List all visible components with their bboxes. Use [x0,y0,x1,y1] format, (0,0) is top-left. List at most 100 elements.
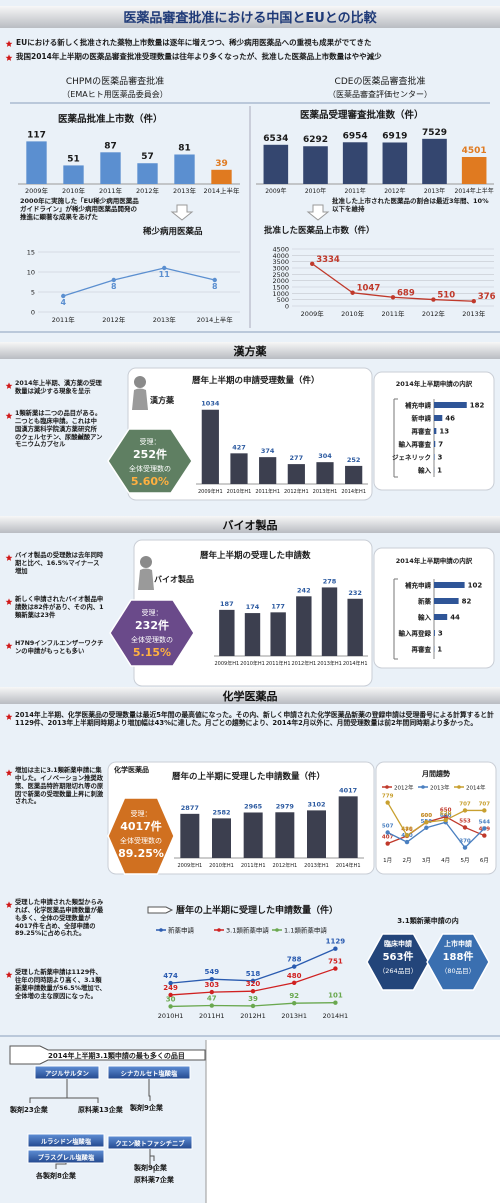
bar [321,587,338,656]
summary: 2014年上半期、化学医薬品の受理数量は最近5年間の最高値になった。その内、新し… [15,711,494,728]
x-tick-label: 2009年H1 [214,660,239,667]
chart-title: 暦年上半期の申請受理数量（件） [192,375,320,386]
x-tick-label: 2009年H1 [198,488,223,495]
product-name: ルラシドン塩酸塩 [41,1137,92,1146]
y-tick-label: 0 [31,309,35,317]
category-label: 再審査 [412,645,432,654]
summary-text: 受理： [131,809,152,818]
bullet-star [5,554,13,561]
bracket [393,578,398,660]
hand-icon [147,906,174,914]
y-tick-label: 3500 [272,258,289,266]
panel [375,761,497,875]
note: 2000年に実施した「EU稀少病用医薬品ガイドライン」が稀少病用医薬品開発の推進… [20,197,139,222]
bullet-star [5,642,13,649]
point [250,1003,256,1009]
value-label: 47 [207,995,217,1003]
summary-text: 全体受理数の [131,635,173,644]
value-label: 92 [289,992,299,1000]
panel-subheading: （医薬品審査評価センター） [328,89,432,99]
legend-swatch [385,785,389,789]
point [390,295,396,300]
x-tick-label: 2012年 [384,187,405,195]
bar [287,464,305,484]
legend-swatch [217,928,221,932]
value-label: 650 [440,808,452,814]
x-tick-label: 2011H1 [199,1012,225,1020]
chart-title: 医薬品受理審査批准数（件） [300,109,424,121]
point [333,1000,338,1005]
x-tick-label: 1月 [383,857,392,864]
x-tick-label: 2010年 [305,187,326,195]
x-tick-label: 2010年H1 [227,488,252,495]
point [162,265,167,271]
value-label: 6954 [343,131,368,141]
section-title: バイオ製品 [223,518,278,532]
legend-swatch [421,785,425,789]
y-tick-label: 2500 [272,271,289,279]
tag: バイオ製品 [154,574,194,584]
value-label: 46 [445,415,455,423]
value-label: 600 [421,813,433,819]
section-header [0,687,500,704]
value-label: 1129 [326,938,346,946]
x-tick-label: 5月 [461,857,470,864]
value-label: 374 [261,447,275,455]
category-label: 輸入 [418,613,432,622]
value-label: 187 [220,600,234,608]
chart-title: 暦年の上半期に受理した申請数量（件） [176,904,338,916]
chart-title: 月間趨勢 [421,769,450,778]
x-tick-label: 2009年 [265,187,286,195]
split-text: 上市申請 [444,939,472,948]
value-label: 277 [290,454,304,462]
chart-title: 2014年上半期申請の内訳 [396,556,473,565]
value-label: 4017 [339,786,357,794]
value-label: 620 [440,811,452,817]
line [170,948,336,984]
split-text: 188件 [443,950,474,963]
x-tick-label: 2011年H1 [255,488,280,495]
value-label: 182 [470,402,485,410]
value-label: 1034 [201,400,220,408]
x-tick-label: 2013年 [462,309,486,318]
x-tick-label: 2014年H1 [343,660,368,667]
x-tick-label: 2011年 [345,187,366,195]
value-label: 11 [159,270,171,279]
bar [212,818,231,858]
connector [149,1149,155,1173]
x-tick-label: 2011年H1 [266,660,291,667]
connector [29,1079,68,1103]
point [462,808,468,813]
y-tick-label: 15 [27,249,35,257]
bar [219,609,235,656]
bullet-star [5,971,13,978]
point [61,293,66,299]
point [443,817,448,823]
point [292,980,297,985]
legend-swatch [457,785,461,789]
title-bar [0,6,500,28]
y-tick-label: 500 [277,296,289,304]
x-tick-label: 2013年H1 [304,862,329,869]
legend-label: 新薬申請 [168,926,195,935]
legend-label: 2012年 [394,784,414,792]
value-label: 4501 [462,146,487,156]
value-label: 101 [328,992,343,1000]
y-tick-label: 10 [27,269,35,277]
point [385,830,390,835]
value-label: 320 [246,980,261,988]
connector [148,1079,151,1101]
point [462,845,468,850]
x-tick-label: 2011年 [52,315,76,324]
x-tick-label: 2014年H1 [336,862,361,869]
value-label: 480 [287,972,302,980]
bar [174,154,195,184]
y-tick-label: 4500 [272,246,289,254]
bar [382,142,408,184]
point [111,277,116,283]
bar [201,409,219,484]
bar [347,598,363,656]
x-tick-label: 2013年 [173,186,197,195]
hexagon [426,933,490,991]
